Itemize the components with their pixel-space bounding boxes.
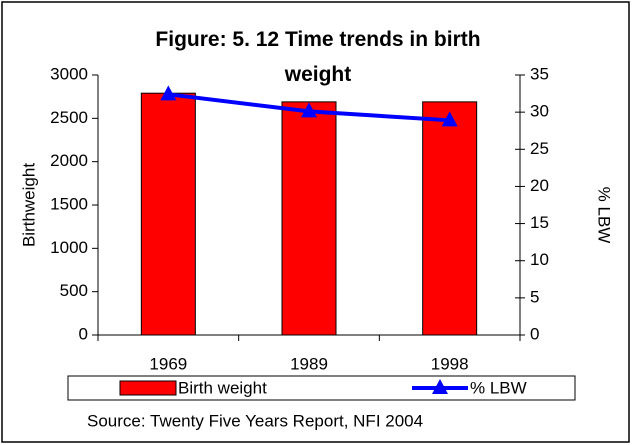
- bar: [140, 92, 196, 336]
- x-tick-label: 1998: [431, 354, 469, 373]
- marker: [441, 111, 458, 127]
- legend-marker: [432, 379, 448, 394]
- bar: [281, 101, 337, 336]
- y-tick-label: 1000: [50, 238, 88, 257]
- legend-label: Birth weight: [178, 378, 267, 397]
- source-note: Source: Twenty Five Years Report, NFI 20…: [87, 411, 423, 430]
- marker: [160, 85, 177, 101]
- y-tick-label: 3000: [50, 64, 88, 83]
- y-tick-label: 2000: [50, 151, 88, 170]
- chart-title: Figure: 5. 12 Time trends in birth weigh…: [155, 28, 481, 86]
- x-tick-label: 1989: [290, 354, 328, 373]
- y-tick-label: 1500: [50, 194, 88, 213]
- y2-tick-label: 10: [530, 250, 549, 269]
- legend-label: % LBW: [470, 378, 527, 397]
- y-axis-label: Birthweight: [19, 163, 38, 247]
- y2-tick-label: 15: [530, 213, 549, 232]
- marker: [301, 102, 317, 118]
- legend-swatch: [119, 380, 177, 396]
- y2-tick-label: 5: [530, 287, 539, 306]
- y2-tick-label: 25: [530, 139, 549, 158]
- y-tick-label: 2500: [50, 108, 88, 127]
- y2-tick-label: 35: [530, 64, 549, 83]
- y2-tick-label: 20: [530, 176, 549, 195]
- y2-tick-label: 30: [530, 102, 549, 121]
- legend-box: [67, 375, 576, 401]
- y2-tick-label: 0: [530, 324, 539, 343]
- y-tick-label: 500: [60, 281, 88, 300]
- bar: [422, 101, 478, 336]
- x-tick-label: 1969: [149, 354, 187, 373]
- y-tick-label: 0: [79, 324, 88, 343]
- y2-axis-label: % LBW: [595, 187, 614, 244]
